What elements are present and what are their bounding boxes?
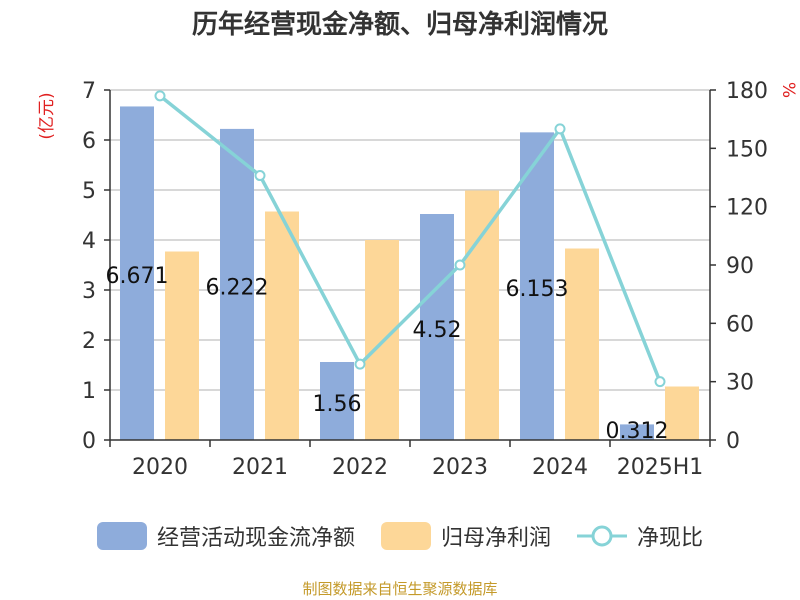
legend-item-ocf[interactable]: 经营活动现金流净额: [96, 520, 355, 552]
right-tick-label: 150: [726, 137, 768, 162]
left-tick-label: 2: [82, 329, 96, 354]
right-tick-label: 90: [726, 254, 754, 279]
right-tick-label: 60: [726, 312, 754, 337]
left-tick-label: 1: [82, 379, 96, 404]
bar-ocf: [620, 424, 654, 440]
line-layer: [154, 90, 666, 388]
legend-label-ocf: 经营活动现金流净额: [156, 526, 355, 551]
x-tick-label: 2021: [232, 455, 288, 480]
data-label-ocf: 1.56: [313, 392, 362, 417]
data-label-ocf: 4.52: [413, 318, 462, 343]
point-ratio: [654, 376, 666, 388]
right-tick-label: 120: [726, 196, 768, 221]
right-tick-label: 30: [726, 371, 754, 396]
legend-item-ratio[interactable]: 净现比: [577, 520, 703, 552]
bar-ocf: [420, 214, 454, 440]
x-tick-label: 2020: [132, 455, 188, 480]
legend-swatch-ocf: [96, 522, 147, 550]
data-label-ocf: 0.312: [606, 419, 669, 444]
bar-ocf: [120, 106, 154, 440]
legend-swatch-ratio: [577, 525, 627, 547]
data-label-ocf: 6.222: [206, 275, 269, 300]
bar-np: [165, 251, 199, 440]
source-note: 制图数据来自恒生聚源数据库: [302, 580, 498, 598]
point-ratio: [254, 170, 266, 182]
x-tick-label: 2023: [432, 455, 488, 480]
bar-ocf: [520, 132, 554, 440]
bar-ocf: [320, 362, 354, 440]
point-ratio: [354, 358, 366, 370]
left-tick-label: 3: [82, 279, 96, 304]
grid-layer: [110, 89, 710, 391]
bar-np: [265, 211, 299, 440]
legend-label-ratio: 净现比: [637, 526, 704, 551]
right-axis-unit: %: [778, 82, 798, 98]
left-tick-label: 7: [82, 79, 96, 104]
bar-np: [665, 386, 699, 440]
left-axis-unit: (亿元): [37, 92, 57, 139]
right-tick-label: 180: [726, 79, 768, 104]
left-tick-label: 4: [82, 229, 96, 254]
x-tick-label: 2022: [332, 455, 388, 480]
bar-layer: [120, 106, 699, 440]
left-tick-label: 6: [82, 129, 96, 154]
point-ratio: [154, 90, 166, 102]
bar-ocf: [220, 128, 254, 440]
bar-np: [465, 190, 499, 440]
legend: 经营活动现金流净额 归母净利润 净现比: [0, 518, 800, 554]
legend-swatch-np: [380, 522, 431, 550]
line-ratio: [158, 94, 662, 383]
data-label-ocf: 6.671: [106, 264, 169, 289]
chart-title: 历年经营现金净额、归母净利润情况: [191, 10, 608, 40]
x-tick-label: 2024: [532, 455, 588, 480]
left-tick-label: 5: [82, 179, 96, 204]
axis-layer: 0 1 2 3 4 5 6 7 0 30 60 90 120 150 180 2020 2021 2022 2023…: [37, 79, 798, 480]
data-label-ocf: 6.153: [506, 277, 569, 302]
right-tick-label: 0: [726, 429, 740, 454]
label-layer: 6.671 6.222 1.56 4.52 6.153 0.312: [106, 264, 669, 444]
point-ratio: [454, 259, 466, 271]
x-tick-label: 2025H1: [617, 455, 704, 480]
legend-label-np: 归母净利润: [440, 526, 551, 551]
bar-np: [565, 248, 599, 440]
left-tick-label: 0: [82, 429, 96, 454]
legend-item-np[interactable]: 归母净利润: [380, 520, 551, 552]
point-ratio: [554, 123, 566, 135]
